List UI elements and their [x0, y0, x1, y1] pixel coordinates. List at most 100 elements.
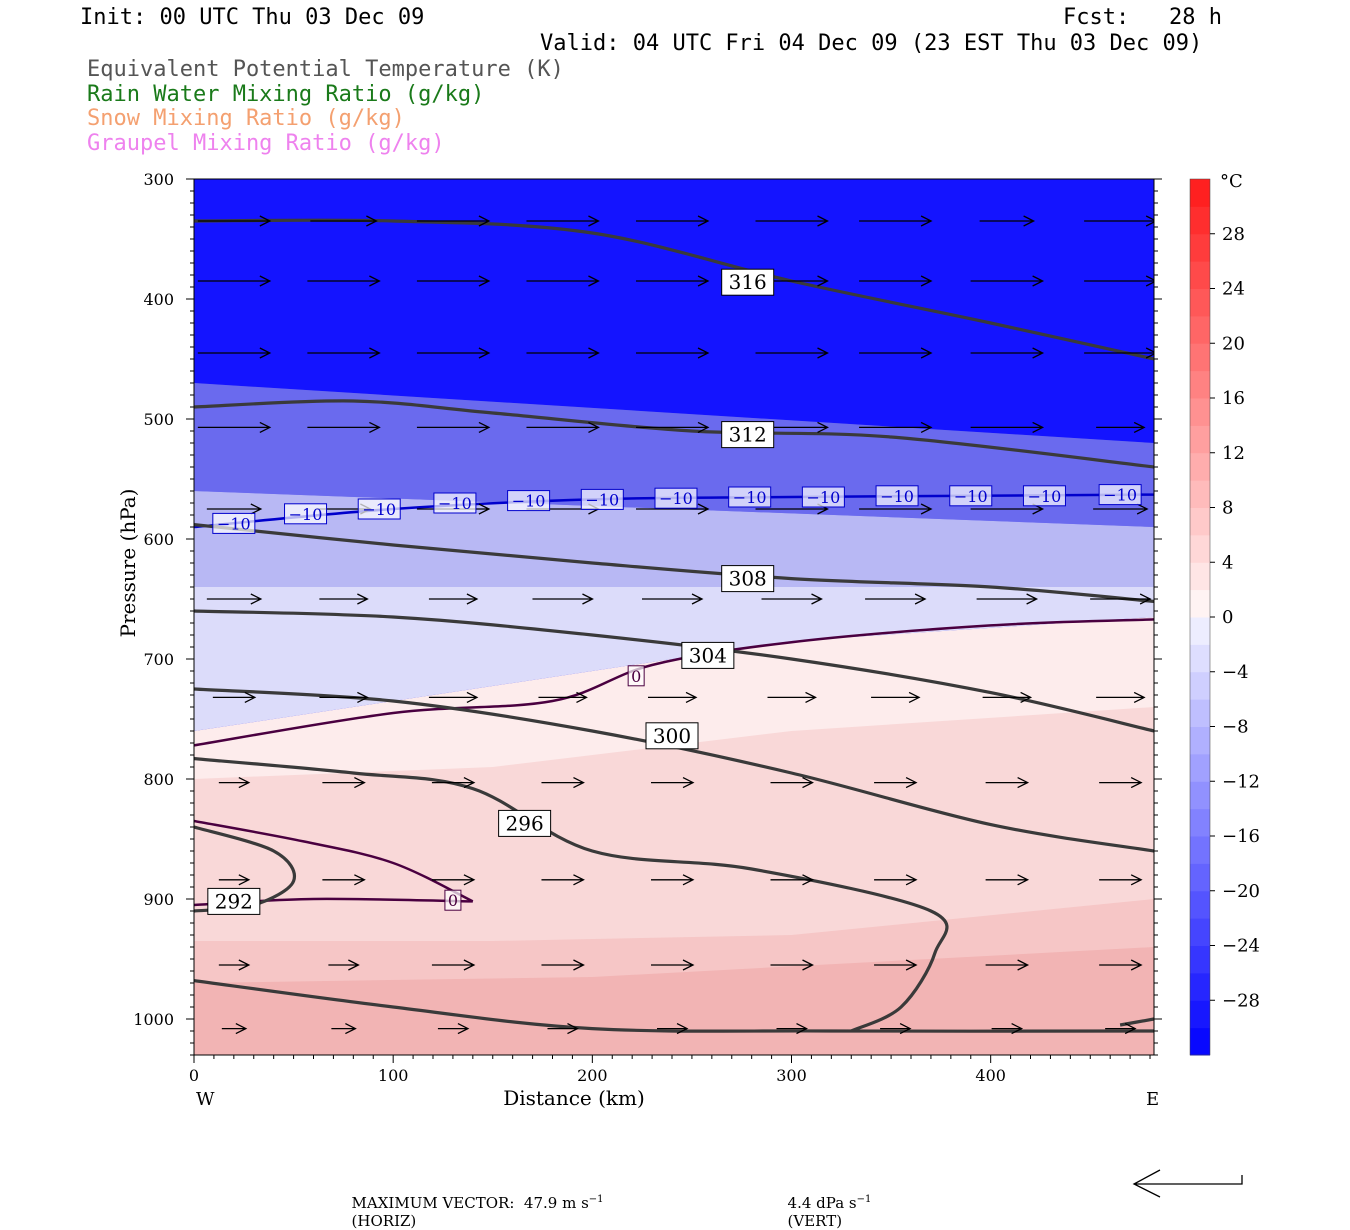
- temp-layer-cool: [194, 491, 1154, 587]
- isotherm-label: −10: [217, 514, 251, 533]
- wind-vector: [310, 215, 378, 227]
- colorbar-band: [1190, 261, 1210, 289]
- isotherm-label-box: [357, 498, 401, 520]
- colorbar-label: −12: [1222, 771, 1260, 792]
- colorbar-band: [1190, 617, 1210, 645]
- colorbar-band: [1190, 288, 1210, 317]
- colorbar-band: [1190, 480, 1210, 508]
- theta-e-label: 312: [729, 423, 767, 447]
- legend-entry: Graupel Mixing Ratio (g/kg): [87, 130, 445, 156]
- wind-vector: [197, 347, 272, 359]
- wind-vector: [328, 959, 360, 971]
- y-tick-label: 300: [143, 170, 174, 189]
- contour-label-box: [721, 421, 775, 449]
- isotherm-label: 0: [448, 891, 458, 910]
- colorbar-band: [1190, 343, 1210, 372]
- wind-vector: [206, 503, 263, 515]
- wind-vector: [218, 777, 251, 789]
- wind-vector: [865, 593, 927, 605]
- wind-vector: [437, 1023, 470, 1035]
- temp-layer-cool-low: [194, 587, 1154, 731]
- colorbar-band: [1190, 918, 1210, 946]
- colorbar-band: [1190, 671, 1210, 700]
- wind-vector: [1084, 215, 1154, 227]
- wind-vector: [212, 691, 257, 703]
- wind-vector: [1096, 691, 1146, 703]
- isotherm-label-box: [875, 485, 919, 507]
- theta-e-label: 292: [215, 889, 253, 913]
- isotherm-label-box: [801, 486, 845, 508]
- colorbar-label: 0: [1222, 607, 1233, 628]
- colorbar-label: −4: [1222, 662, 1249, 683]
- colorbar-band: [1190, 890, 1210, 919]
- colorbar-band: [1190, 425, 1210, 454]
- colorbar-band: [1190, 206, 1210, 235]
- valid-time: Valid: 04 UTC Fri 04 Dec 09 (23 EST Thu …: [540, 31, 1203, 56]
- wind-vector: [642, 593, 704, 605]
- colorbar-label: −24: [1222, 936, 1260, 957]
- colorbar-label: −16: [1222, 826, 1260, 847]
- wind-vector: [874, 959, 918, 971]
- contour-label-box: [681, 641, 735, 669]
- colorbar-label: 8: [1222, 498, 1233, 519]
- theta-e-contour: [194, 757, 949, 1033]
- isotherm-label: −10: [438, 494, 472, 513]
- legend-entry: Equivalent Potential Temperature (K): [87, 57, 564, 82]
- wind-vector: [859, 503, 933, 515]
- isotherm-label-box: [212, 512, 256, 534]
- isotherm-label: −10: [954, 487, 988, 506]
- wind-vector: [859, 347, 933, 359]
- theta-e-label: 296: [506, 811, 544, 835]
- wind-vector: [428, 593, 479, 605]
- wind-vector: [307, 347, 381, 359]
- colorbar-band: [1190, 398, 1210, 426]
- isotherm-label: 0: [631, 667, 641, 686]
- wind-vector: [526, 421, 600, 433]
- colorbar-label: 24: [1222, 279, 1245, 300]
- theta-e-label: 316: [729, 270, 767, 294]
- wind-vector: [526, 215, 600, 227]
- x-tick-label: 200: [577, 1066, 608, 1085]
- wind-vector: [206, 593, 263, 605]
- wind-vector: [221, 1023, 248, 1035]
- wind-vector: [428, 691, 479, 703]
- wind-vector: [319, 593, 369, 605]
- wind-vector: [970, 347, 1045, 359]
- colorbar-band: [1190, 753, 1210, 782]
- wind-vector: [416, 347, 491, 359]
- colorbar-band: [1190, 370, 1210, 399]
- wind-vector: [636, 275, 710, 287]
- wind-vector: [526, 347, 600, 359]
- wind-vector: [970, 275, 1045, 287]
- wind-vector: [319, 691, 369, 703]
- colorbar-band: [1190, 781, 1210, 810]
- colorbar-band: [1190, 233, 1210, 262]
- init-time: Init: 00 UTC Thu 03 Dec 09: [80, 5, 425, 30]
- wind-vector: [636, 421, 710, 433]
- colorbar-band: [1190, 562, 1210, 591]
- isotherm-label: −10: [880, 487, 914, 506]
- isotherm-label-box: [444, 889, 462, 911]
- wind-vector: [755, 215, 829, 227]
- colorbar-band: [1190, 315, 1210, 344]
- wind-vector: [322, 777, 366, 789]
- wind-vector: [1105, 1023, 1137, 1035]
- isotherm-line: [194, 819, 474, 903]
- x-tick-label: 400: [975, 1066, 1006, 1085]
- wind-vector: [985, 777, 1030, 789]
- wind-vector: [985, 874, 1030, 886]
- theta-e-label: 300: [653, 724, 691, 748]
- legend-entry: Snow Mixing Ratio (g/kg): [87, 106, 405, 131]
- isotherm-label: −10: [806, 488, 840, 507]
- theta-e-contour: [194, 523, 1154, 603]
- wind-vector: [991, 1023, 1024, 1035]
- colorbar-unit: °C: [1220, 171, 1243, 192]
- wind-vector: [970, 421, 1045, 433]
- isotherm-label-box: [507, 490, 551, 512]
- isotherm-label: −10: [362, 500, 396, 519]
- wind-vector: [218, 874, 251, 886]
- theta-e-contour: [1119, 1017, 1154, 1027]
- y-tick-label: 700: [143, 650, 174, 669]
- isotherm-label: −10: [585, 490, 619, 509]
- colorbar-band: [1190, 863, 1210, 892]
